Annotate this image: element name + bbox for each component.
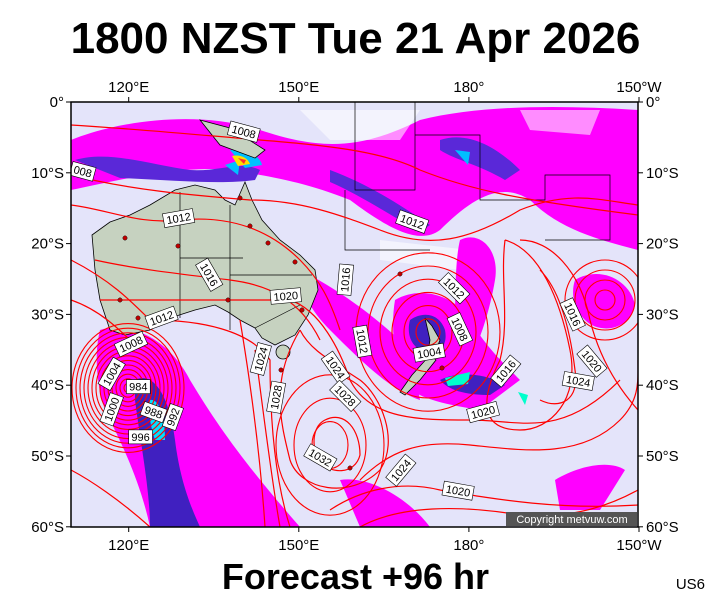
- isobar-label: 1028: [266, 380, 287, 414]
- isobar-label: 984: [126, 379, 151, 394]
- isobar-ring: [83, 336, 173, 440]
- svg-text:1024: 1024: [565, 374, 591, 390]
- lon-tick-label-top: 120°E: [108, 79, 149, 96]
- svg-text:988: 988: [143, 404, 164, 422]
- isobar-label: 1020: [269, 287, 302, 305]
- lat-tick-label-right: 20°S: [646, 236, 679, 253]
- model-label: US6: [675, 576, 705, 593]
- isobar-ring: [415, 318, 441, 346]
- lat-tick-label-right: 30°S: [646, 306, 679, 323]
- map-title: 1800 NZST Tue 21 Apr 2026: [70, 14, 641, 63]
- borders: [179, 102, 611, 330]
- lat-tick-label-left: 40°S: [31, 377, 64, 394]
- svg-text:992: 992: [165, 407, 183, 428]
- isobar-ring: [99, 355, 157, 421]
- axis-ticks: 120°E120°E150°E150°E180°180°150°W150°W0°…: [31, 79, 678, 554]
- lon-tick-label-top: 150°W: [616, 79, 662, 96]
- isobar-ring: [574, 269, 636, 331]
- svg-text:008: 008: [72, 164, 93, 180]
- svg-text:1016: 1016: [339, 267, 353, 292]
- lat-tick-label-right: 60°S: [646, 519, 679, 536]
- isobar-ring: [79, 332, 177, 444]
- svg-text:1012: 1012: [166, 211, 192, 227]
- isobar-label: 996: [128, 429, 153, 445]
- isobar-label: 988: [139, 401, 168, 424]
- svg-text:1004: 1004: [416, 346, 442, 362]
- isobar-label: 1020: [466, 401, 500, 424]
- svg-text:1028: 1028: [269, 384, 285, 410]
- isobar-ring: [71, 323, 185, 453]
- lat-tick-label-left: 50°S: [31, 448, 64, 465]
- isobar-ring: [275, 374, 385, 516]
- isobar-label: 1024: [561, 371, 595, 391]
- svg-text:1020: 1020: [445, 484, 471, 500]
- lat-tick-label-right: 10°S: [646, 165, 679, 182]
- isobar-label: 1008: [226, 120, 261, 143]
- lat-tick-label-right: 50°S: [646, 448, 679, 465]
- lon-tick-label-bottom: 150°E: [278, 537, 319, 554]
- forecast-label: Forecast +96 hr: [221, 556, 490, 597]
- isobar-ring: [293, 397, 367, 493]
- isobar-label: 008: [71, 161, 97, 182]
- isobar-label: 1012: [162, 208, 196, 228]
- isobar-ring: [564, 259, 638, 341]
- isobar-label: 1020: [441, 480, 475, 501]
- isobar-label: 1004: [412, 342, 446, 363]
- isobar-ring: [103, 359, 153, 417]
- copyright-box: [506, 512, 637, 526]
- lat-tick-label-left: 20°S: [31, 236, 64, 253]
- isobar-ring: [594, 289, 616, 311]
- lat-tick-label-left: 10°S: [31, 165, 64, 182]
- lat-tick-label-right: 40°S: [646, 377, 679, 394]
- isobar-ring: [379, 278, 477, 386]
- lon-tick-label-top: 150°E: [278, 79, 319, 96]
- copyright-text: Copyright metvuw.com: [516, 514, 627, 526]
- new-guinea-land: [198, 119, 266, 159]
- isobar-ring: [75, 327, 181, 449]
- isobar-label: 1012: [352, 324, 373, 358]
- svg-text:1012: 1012: [353, 328, 369, 354]
- svg-text:984: 984: [129, 382, 147, 394]
- lon-tick-label-bottom: 180°: [453, 537, 484, 554]
- lon-tick-label-bottom: 120°E: [108, 537, 149, 554]
- tasmania-land: [275, 344, 291, 360]
- isobars: [71, 124, 638, 527]
- isobar-label: 992: [161, 403, 184, 432]
- isobar-label: 1016: [336, 263, 354, 296]
- isobar-label: 1024: [249, 342, 272, 376]
- lat-tick-label-left: 30°S: [31, 306, 64, 323]
- isobar-ring: [584, 279, 626, 321]
- lat-tick-label-right: 0°: [646, 94, 660, 111]
- svg-text:1020: 1020: [273, 290, 298, 304]
- lat-tick-label-left: 60°S: [31, 519, 64, 536]
- lon-tick-label-bottom: 150°W: [616, 537, 662, 554]
- lon-tick-label-top: 180°: [453, 79, 484, 96]
- lat-tick-label-left: 0°: [50, 94, 64, 111]
- svg-text:996: 996: [131, 432, 149, 444]
